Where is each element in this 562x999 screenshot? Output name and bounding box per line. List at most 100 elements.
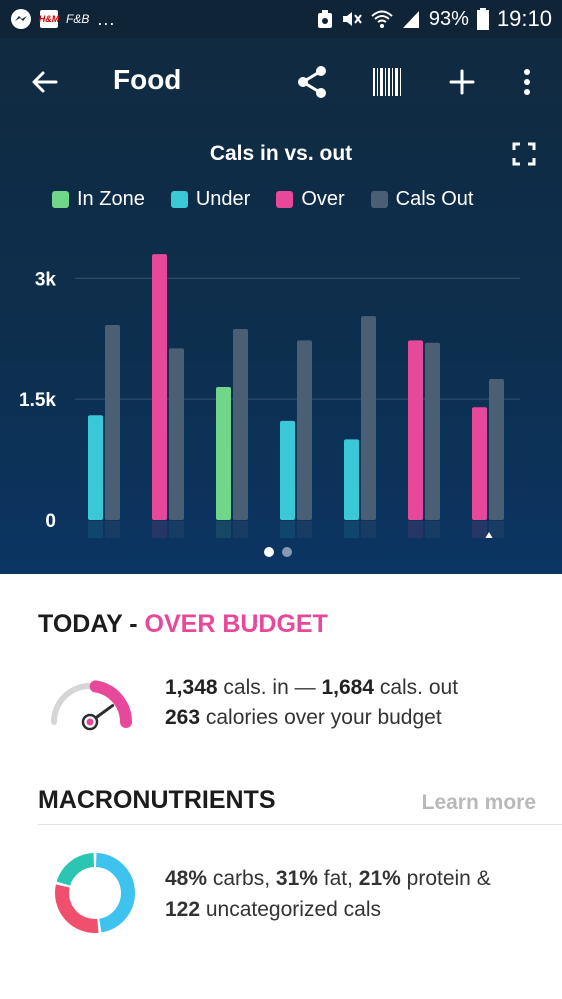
macro-summary: 48% carbs, 31% fat, 21% protein &: [165, 867, 491, 891]
divider: [38, 824, 562, 825]
page-dot[interactable]: [264, 547, 274, 557]
page-title: Food: [113, 64, 182, 95]
legend-label: Under: [195, 188, 251, 210]
bar-reflection: [425, 521, 440, 538]
bar-reflection: [88, 521, 103, 538]
app-bar: Food: [0, 38, 562, 124]
bar-cals-in[interactable]: [344, 439, 359, 520]
barcode-scan-button[interactable]: [365, 60, 409, 104]
plus-icon: [449, 69, 475, 95]
bar-cals-in[interactable]: [152, 254, 167, 520]
bar-cals-out[interactable]: [169, 348, 184, 520]
bar-cals-out[interactable]: [489, 379, 504, 520]
messenger-icon: [10, 8, 32, 30]
bar-cals-out[interactable]: [233, 329, 248, 520]
legend-item-under: Under: [170, 188, 251, 211]
donut-segment-carbs[interactable]: [95, 853, 135, 933]
bar-cals-out[interactable]: [425, 342, 440, 520]
more-vertical-icon: [524, 69, 530, 95]
bar-reflection: [105, 521, 120, 538]
bar-reflection: [408, 521, 423, 538]
legend-swatch: [52, 191, 69, 208]
bar-cals-in[interactable]: [280, 420, 295, 520]
mute-icon: [341, 9, 363, 29]
budget-gauge-icon: [51, 680, 132, 731]
share-button[interactable]: [290, 60, 334, 104]
clock: 19:10: [496, 6, 552, 31]
signal-icon: [401, 9, 421, 29]
uncategorized-value: 122: [165, 898, 201, 921]
carbs-label: carbs,: [207, 867, 276, 890]
chart-title: Cals in vs. out: [209, 142, 353, 165]
legend-item-cals-out: Cals Out: [370, 188, 474, 211]
budget-status: OVER BUDGET: [144, 610, 328, 638]
bar-reflection: [152, 521, 167, 538]
y-tick-label: 3k: [35, 269, 57, 290]
cals-out-label: cals. out: [374, 676, 459, 699]
battery-icon: [476, 8, 489, 30]
y-tick-label: 1.5k: [19, 390, 56, 411]
status-bar: H&M F&B ... 93% 19:10: [0, 0, 562, 38]
bar-cals-in[interactable]: [216, 387, 231, 520]
over-budget-label: calories over your budget: [200, 706, 442, 729]
barcode-icon: [373, 68, 401, 96]
fb-notification-label: F&B: [66, 12, 90, 26]
bar-reflection: [216, 521, 231, 538]
battery-percent: 93%: [428, 7, 469, 30]
bar-cals-in[interactable]: [88, 415, 103, 520]
fat-value: 31%: [275, 867, 318, 890]
bar-cals-out[interactable]: [361, 316, 376, 520]
cals-summary: 1,348 cals. in — 1,684 cals. out: [165, 676, 458, 700]
hm-app-icon: H&M: [39, 10, 59, 28]
learn-more-link[interactable]: Learn more: [421, 791, 536, 814]
chart-panel: Food Cals in vs. out In Zone Under Over Cal…: [0, 38, 562, 574]
page-indicator: [264, 547, 292, 557]
y-tick-label: 0: [45, 511, 56, 532]
uncategorized-label: uncategorized cals: [200, 898, 381, 921]
arrow-left-icon: [32, 71, 58, 93]
bar-reflection: [472, 521, 487, 538]
bar-cals-out[interactable]: [105, 325, 120, 520]
over-budget-value: 263: [165, 706, 201, 729]
fullscreen-icon: [512, 142, 536, 166]
wifi-icon: [371, 9, 393, 29]
donut-segment-fat[interactable]: [55, 884, 99, 933]
cals-chart[interactable]: 01.5k3k29/9Today: [0, 238, 562, 538]
carbs-value: 48%: [165, 867, 208, 890]
bar-cals-in[interactable]: [408, 340, 423, 520]
bar-reflection: [489, 521, 504, 538]
legend-label: Over: [301, 188, 345, 210]
gauge-hub-center: [86, 718, 94, 726]
add-button[interactable]: [440, 60, 484, 104]
bar-reflection: [233, 521, 248, 538]
legend-label: Cals Out: [395, 188, 474, 210]
recycle-icon: [317, 9, 333, 29]
protein-value: 21%: [358, 867, 401, 890]
uncategorized-summary: 122 uncategorized cals: [165, 898, 381, 922]
fullscreen-button[interactable]: [508, 138, 540, 170]
bar-cals-out[interactable]: [297, 340, 312, 520]
legend-swatch: [276, 191, 294, 208]
macro-donut-chart[interactable]: [52, 850, 138, 936]
donut-segment-protein[interactable]: [56, 853, 95, 887]
today-heading-prefix: TODAY -: [38, 610, 145, 638]
more-notifications-indicator: ...: [97, 8, 116, 29]
legend-item-over: Over: [276, 188, 345, 211]
legend-item-in-zone: In Zone: [52, 188, 145, 211]
cals-out-value: 1,684: [321, 676, 374, 699]
protein-label: protein &: [400, 867, 491, 890]
back-button[interactable]: [22, 60, 66, 104]
macronutrients-heading: MACRONUTRIENTS: [38, 786, 276, 814]
legend-swatch: [370, 191, 388, 208]
cals-in-label: cals. in —: [217, 676, 322, 699]
chart-legend: In Zone Under Over Cals Out: [52, 188, 473, 211]
bar-cals-in[interactable]: [472, 407, 487, 520]
cals-in-value: 1,348: [165, 676, 218, 699]
over-budget-summary: 263 calories over your budget: [165, 706, 442, 730]
today-marker-icon: [485, 532, 493, 538]
today-heading: TODAY - OVER BUDGET: [38, 610, 328, 639]
page-dot[interactable]: [282, 547, 292, 557]
legend-label: In Zone: [77, 188, 145, 210]
overflow-menu-button[interactable]: [505, 60, 549, 104]
bar-reflection: [169, 521, 184, 538]
